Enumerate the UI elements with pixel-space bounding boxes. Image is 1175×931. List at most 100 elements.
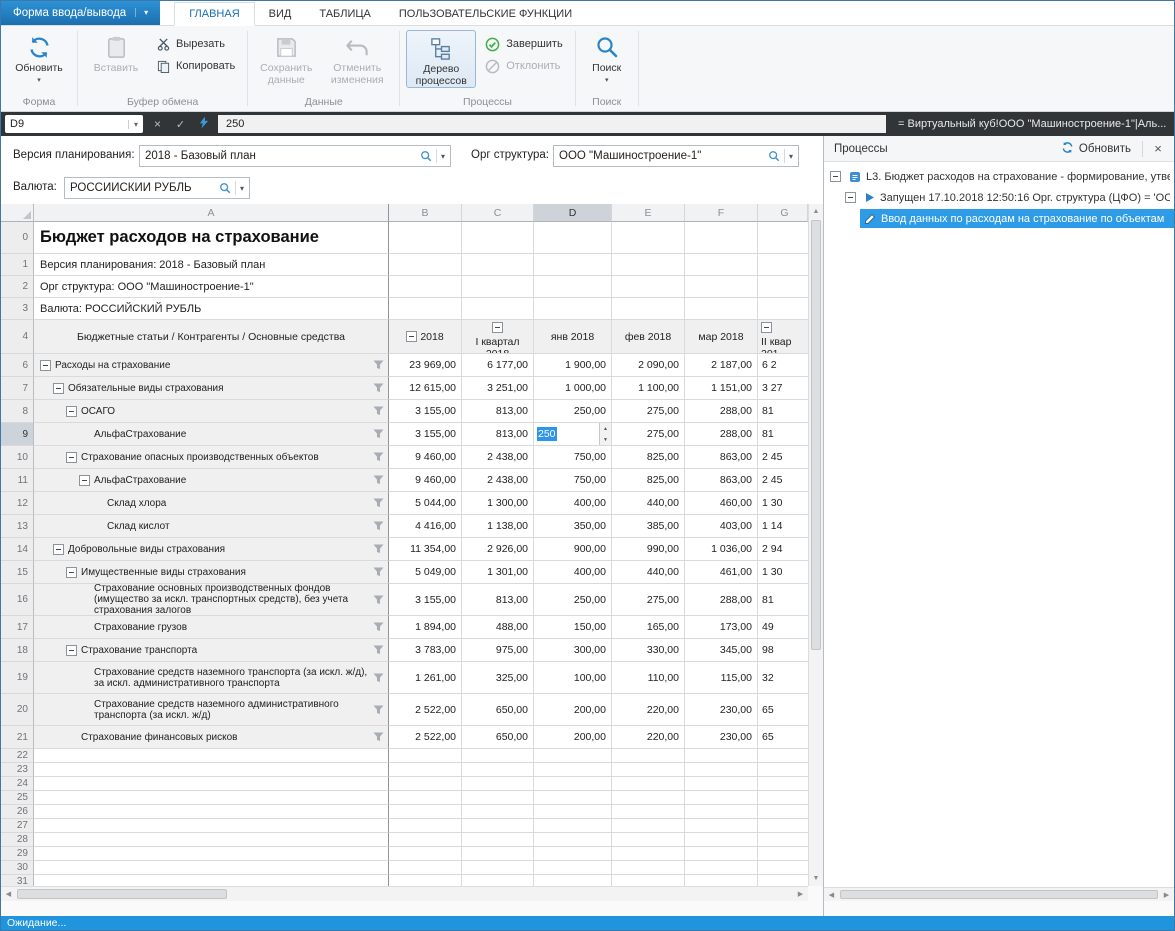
value-cell[interactable] <box>534 847 612 861</box>
value-cell[interactable] <box>462 861 534 875</box>
filter-icon[interactable] <box>373 595 384 605</box>
value-cell[interactable] <box>462 833 534 847</box>
value-cell[interactable]: 3 783,00 <box>389 639 462 662</box>
filter-icon[interactable] <box>373 732 384 742</box>
scroll-up-arrow[interactable]: ▲ <box>812 208 820 215</box>
process-tree-button[interactable]: Дерево процессов <box>406 30 477 88</box>
row-header[interactable]: 23 <box>1 763 34 777</box>
value-cell[interactable] <box>534 749 612 763</box>
row-header[interactable]: 11 <box>1 469 34 492</box>
value-cell[interactable] <box>758 805 808 819</box>
value-cell[interactable]: 250 ▲ ▼ <box>534 423 612 446</box>
value-cell[interactable]: 900,00 <box>534 538 612 561</box>
value-cell[interactable] <box>462 847 534 861</box>
value-cell[interactable] <box>534 298 612 320</box>
filter-icon[interactable] <box>373 622 384 632</box>
row-header[interactable]: 6 <box>1 354 34 377</box>
value-cell[interactable]: 250,00 <box>534 584 612 616</box>
value-cell[interactable] <box>534 875 612 886</box>
value-cell[interactable]: 1 300,00 <box>462 492 534 515</box>
value-cell[interactable]: 1 301,00 <box>462 561 534 584</box>
budget-item-cell[interactable]: АльфаСтрахование <box>34 469 389 492</box>
value-cell[interactable] <box>389 819 462 833</box>
value-cell[interactable]: 230,00 <box>685 694 758 726</box>
filter-icon[interactable] <box>373 452 384 462</box>
value-cell[interactable] <box>758 861 808 875</box>
row-header[interactable]: 15 <box>1 561 34 584</box>
value-cell[interactable]: 813,00 <box>462 584 534 616</box>
scroll-right-arrow[interactable]: ▶ <box>1163 891 1170 899</box>
value-cell[interactable] <box>685 819 758 833</box>
collapse-icon[interactable] <box>66 451 77 463</box>
value-cell[interactable] <box>389 791 462 805</box>
value-cell[interactable] <box>758 254 808 276</box>
column-header-e[interactable]: E <box>612 204 685 222</box>
filter-icon[interactable] <box>373 705 384 715</box>
currency-combo[interactable]: РОССИЙСКИЙ РУБЛЬ ▾ <box>64 177 250 199</box>
value-cell[interactable] <box>685 254 758 276</box>
value-cell[interactable]: 440,00 <box>612 561 685 584</box>
value-cell[interactable] <box>758 276 808 298</box>
budget-item-cell[interactable]: Страхование опасных производственных объ… <box>34 446 389 469</box>
collapse-icon[interactable] <box>66 405 77 417</box>
budget-item-cell[interactable]: Склад хлора <box>34 492 389 515</box>
value-cell[interactable] <box>534 791 612 805</box>
tab-table[interactable]: ТАБЛИЦА <box>319 8 371 20</box>
value-cell[interactable]: 2 438,00 <box>462 446 534 469</box>
search-icon[interactable] <box>219 182 231 194</box>
value-cell[interactable] <box>462 254 534 276</box>
search-icon[interactable] <box>768 150 780 162</box>
process-item-content[interactable]: L3. Бюджет расходов на страхование - фор… <box>845 167 1174 186</box>
value-cell[interactable] <box>462 777 534 791</box>
value-cell[interactable] <box>612 805 685 819</box>
value-cell[interactable]: 1 900,00 <box>534 354 612 377</box>
value-cell[interactable]: 400,00 <box>534 492 612 515</box>
budget-item-cell[interactable]: Обязательные виды страхования <box>34 377 389 400</box>
row-header[interactable]: 13 <box>1 515 34 538</box>
filter-icon[interactable] <box>373 645 384 655</box>
value-cell[interactable]: 300,00 <box>534 639 612 662</box>
value-cell[interactable]: 288,00 <box>685 400 758 423</box>
value-cell[interactable] <box>758 847 808 861</box>
collapse-icon[interactable] <box>761 322 772 333</box>
scroll-right-arrow[interactable]: ▶ <box>797 891 804 898</box>
filter-icon[interactable] <box>373 498 384 508</box>
value-cell[interactable]: 200,00 <box>534 726 612 749</box>
row-header[interactable]: 0 <box>1 222 34 254</box>
value-cell[interactable] <box>685 833 758 847</box>
collapse-icon[interactable] <box>40 359 51 371</box>
sheet-meta-cell[interactable]: Версия планирования: 2018 - Базовый план <box>34 254 389 276</box>
budget-items-header-cell[interactable]: Бюджетные статьи / Контрагенты / Основны… <box>34 320 389 354</box>
cut-button[interactable]: Вырезать <box>151 33 241 55</box>
value-cell[interactable]: 173,00 <box>685 616 758 639</box>
value-cell[interactable]: 1 100,00 <box>612 377 685 400</box>
refresh-button[interactable]: Обновить ▾ <box>7 30 71 87</box>
tab-user-functions[interactable]: ПОЛЬЗОВАТЕЛЬСКИЕ ФУНКЦИИ <box>398 8 573 20</box>
panel-horizontal-scrollbar[interactable]: ◀ ▶ <box>824 887 1174 901</box>
value-cell[interactable]: 330,00 <box>612 639 685 662</box>
value-cell[interactable]: 863,00 <box>685 446 758 469</box>
value-cell[interactable] <box>462 875 534 886</box>
value-cell[interactable]: 1 30 <box>758 492 808 515</box>
row-header[interactable]: 8 <box>1 400 34 423</box>
budget-item-cell[interactable]: АльфаСтрахование <box>34 423 389 446</box>
value-cell[interactable]: 288,00 <box>685 423 758 446</box>
value-cell[interactable]: 150,00 <box>534 616 612 639</box>
row-header[interactable]: 2 <box>1 276 34 298</box>
value-cell[interactable] <box>389 875 462 886</box>
value-cell[interactable] <box>612 847 685 861</box>
horizontal-scrollbar[interactable]: ◀ ▶ <box>1 886 808 901</box>
value-cell[interactable]: 990,00 <box>612 538 685 561</box>
value-cell[interactable] <box>534 819 612 833</box>
value-cell[interactable] <box>534 777 612 791</box>
value-cell[interactable]: 1 151,00 <box>685 377 758 400</box>
value-cell[interactable]: 2 187,00 <box>685 354 758 377</box>
value-cell[interactable]: 275,00 <box>612 400 685 423</box>
value-cell[interactable]: 98 <box>758 639 808 662</box>
budget-item-cell[interactable] <box>34 777 389 791</box>
cancel-icon[interactable]: × <box>153 117 161 131</box>
process-tree-item[interactable]: Запущен 17.10.2018 12:50:16 Орг. структу… <box>824 187 1174 208</box>
filter-icon[interactable] <box>373 475 384 485</box>
value-cell[interactable] <box>685 861 758 875</box>
value-cell[interactable] <box>389 861 462 875</box>
